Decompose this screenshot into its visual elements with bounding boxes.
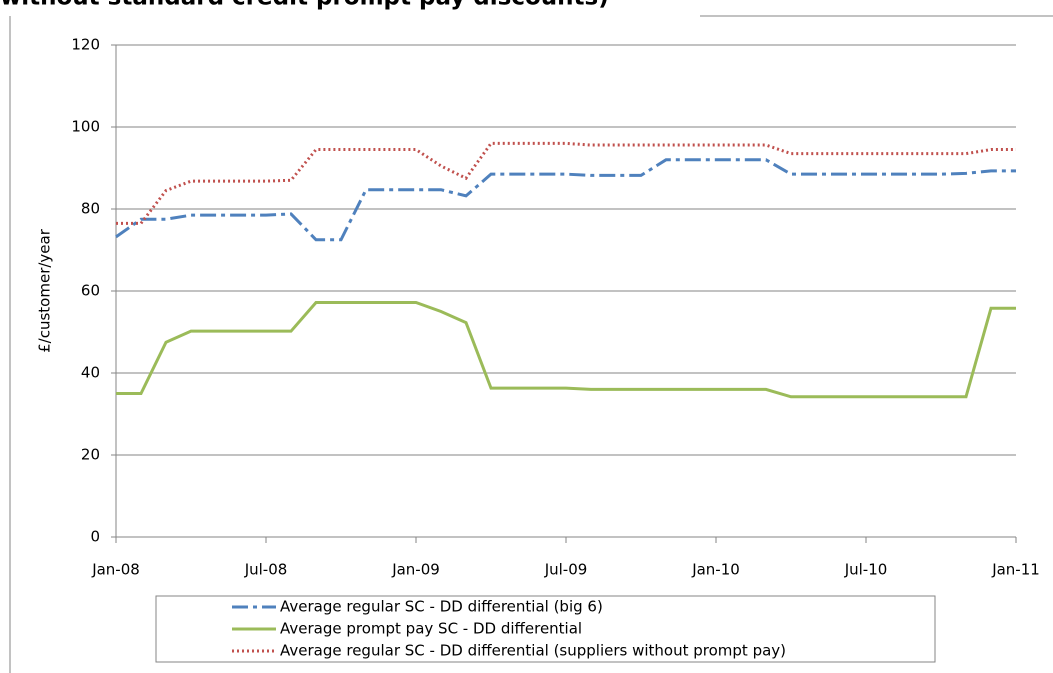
x-tick-label: Jan-09	[391, 561, 440, 579]
series-line	[116, 141, 1016, 225]
y-tick-label: 20	[81, 446, 100, 464]
x-tick-label: Jan-11	[991, 561, 1040, 579]
y-tick-label: 60	[81, 282, 100, 300]
y-tick-label: 40	[81, 364, 100, 382]
chart-title: without standard credit prompt pay disco…	[0, 0, 609, 11]
y-tick-label: 0	[90, 528, 100, 546]
y-tick-label: 120	[71, 36, 100, 54]
y-tick-label: 80	[81, 200, 100, 218]
x-tick-label: Jan-10	[691, 561, 740, 579]
series-line	[116, 300, 1016, 399]
legend-label: Average prompt pay SC - DD differential	[280, 620, 582, 638]
x-tick-label: Jul-09	[544, 561, 588, 579]
y-tick-label: 100	[71, 118, 100, 136]
legend	[155, 595, 936, 663]
y-axis-label: £/customer/year	[36, 228, 54, 353]
series-line	[115, 158, 1016, 242]
x-tick-label: Jul-10	[844, 561, 888, 579]
x-tick-label: Jul-08	[244, 561, 288, 579]
x-tick-label: Jan-08	[91, 561, 140, 579]
legend-label: Average regular SC - DD differential (bi…	[280, 598, 603, 616]
legend-label: Average regular SC - DD differential (su…	[280, 642, 786, 660]
